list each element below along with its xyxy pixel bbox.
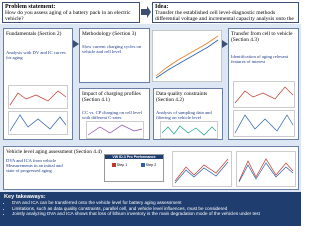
graphical-abstract: Problem statement: How do you assess agi… [0,0,301,226]
section-title: Vehicle level aging assessment (Section … [6,149,102,155]
section-box: Fundamentals (Section 2) Analysis with D… [3,28,73,140]
section-title: Transfer from cell to vehicle (Section 4… [231,31,293,43]
section-text: Slow current charging cycles on vehicle … [82,44,142,55]
takeaway-item: Jointly analyzing DVA and ICA shows that… [12,211,297,217]
legend-items: Step 1 Step 2 [105,163,163,167]
legend-table: VW ID.3 Pro Performance Step 1 Step 2 [104,154,164,182]
section-box: Transfer from cell to vehicle (Section 4… [228,28,299,140]
section-text: DVA and ICA from vehicle Measurements in… [6,158,63,174]
section-text: Analysis of sampling data and filtering … [156,110,212,121]
section-title: Impact of charging profiles (Section 4.1… [82,91,141,103]
idea-title: Idea: [155,4,169,10]
arrow [222,40,228,48]
section-box: Data quality constraints (Section 4.2) A… [153,88,223,140]
section-title: Methodology (Section 3) [82,31,137,37]
section-text: CC vs. CP charging on cell level with di… [82,110,142,121]
idea-text: Transfer the established cell level-diag… [155,10,294,22]
problem-box: Problem statement: How do you assess agi… [2,2,140,23]
section-title: Fundamentals (Section 2) [6,31,62,37]
problem-title: Problem statement: [5,4,56,10]
mini-plot [152,30,222,82]
takeaway-item: DVA and ICA can be transferred onto the … [12,200,297,206]
section-box: Vehicle level aging assessment (Section … [3,146,299,190]
mini-plot [8,85,68,135]
section-title: Data quality constraints (Section 4.2) [156,91,208,103]
takeaways-list: DVA and ICA can be transferred onto the … [4,200,297,217]
arrow [73,40,79,48]
problem-text: How do you assess aging of a battery pac… [5,10,131,22]
mini-plot [236,151,296,187]
idea-box: Idea: Transfer the established cell leve… [152,2,299,23]
mini-plot [172,151,232,187]
mini-plot [86,121,144,139]
legend-title: VW ID.3 Pro Performance [105,155,163,159]
legend-item: Step 1 [111,163,127,167]
mini-plot [233,81,295,137]
takeaway-item: Limitations, such as data quality constr… [12,206,297,212]
takeaways-title: Key takeaways: [4,194,46,200]
section-box: Methodology (Section 3) Slow current cha… [79,28,150,83]
mini-plot [160,121,218,139]
section-text: Analysis with DV and IC curves for aging [6,50,66,61]
section-box: Impact of charging profiles (Section 4.1… [79,88,150,140]
legend-item: Step 2 [140,163,156,167]
arrow [141,6,151,18]
takeaways-box: Key takeaways: DVA and ICA can be transf… [0,192,301,226]
section-text: Identification of aging relevant feature… [231,54,289,65]
